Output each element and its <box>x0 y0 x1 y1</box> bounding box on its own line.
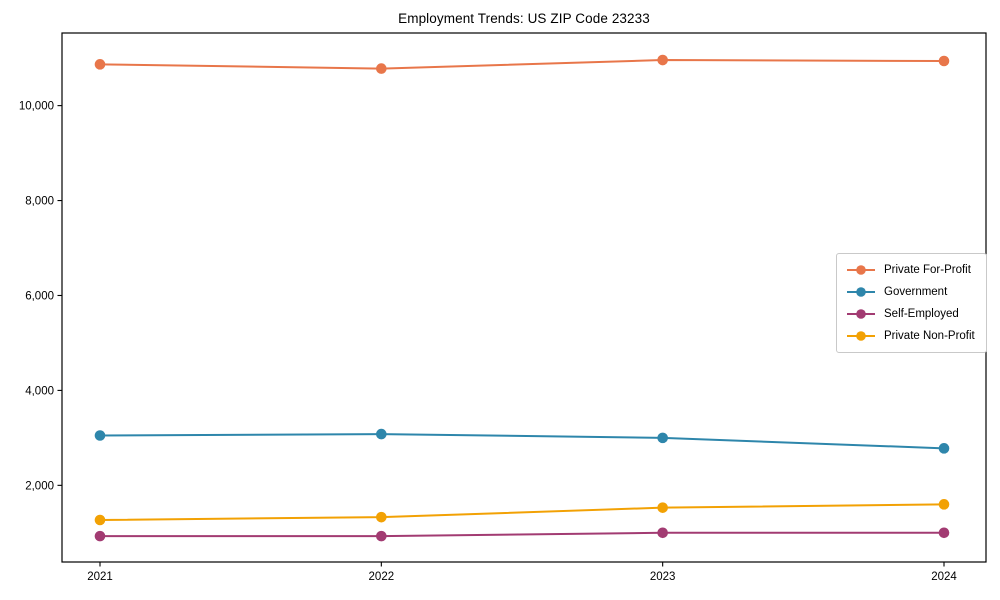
legend-item-self-employed: Self-Employed <box>846 306 975 322</box>
series-line-self-employed <box>99 531 945 538</box>
legend-marker-icon <box>847 287 875 297</box>
data-point-private-non-profit <box>938 499 950 510</box>
data-point-private-non-profit <box>657 502 668 513</box>
data-point-private-non-profit <box>376 511 387 523</box>
x-axis-tick-label: 2022 <box>369 571 395 583</box>
data-point-self-employed <box>94 530 106 542</box>
legend-marker-icon <box>847 265 875 275</box>
data-point-government <box>938 443 950 454</box>
data-point-self-employed <box>657 527 668 539</box>
series-line-government <box>99 433 945 450</box>
legend-label: Private For-Profit <box>884 264 971 276</box>
legend-item-private-for-profit: Private For-Profit <box>846 262 975 278</box>
data-point-self-employed <box>376 530 387 542</box>
data-point-private-for-profit <box>657 54 668 66</box>
data-point-private-for-profit <box>94 59 106 70</box>
chart-title: Employment Trends: US ZIP Code 23233 <box>398 11 650 26</box>
legend-item-private-non-profit: Private Non-Profit <box>846 328 975 344</box>
legend-label: Self-Employed <box>884 308 959 320</box>
data-point-private-for-profit <box>938 55 950 67</box>
data-point-government <box>657 432 668 444</box>
legend-label: Private Non-Profit <box>884 330 975 342</box>
legend-marker-icon <box>847 309 875 319</box>
series-line-private-non-profit <box>99 503 945 521</box>
y-axis-tick-label: 4,000 <box>25 385 54 397</box>
data-point-self-employed <box>938 527 950 539</box>
y-axis-tick-label: 10,000 <box>19 101 54 113</box>
legend-marker-icon <box>847 331 875 341</box>
legend-label: Government <box>884 286 948 298</box>
y-axis-tick-label: 6,000 <box>25 290 54 302</box>
y-axis-tick-label: 2,000 <box>25 480 54 492</box>
y-axis-tick-label: 8,000 <box>25 196 54 208</box>
data-point-government <box>376 428 387 440</box>
x-axis-tick-label: 2024 <box>931 571 957 583</box>
legend: Private For-Profit Government Self-Employe… <box>836 253 987 353</box>
legend-item-government: Government <box>846 284 975 300</box>
data-point-private-for-profit <box>376 63 387 74</box>
series-line-private-for-profit <box>99 59 945 70</box>
data-point-private-non-profit <box>94 514 106 526</box>
data-point-government <box>94 430 106 441</box>
x-axis-tick-label: 2023 <box>650 571 676 583</box>
x-axis-tick-label: 2021 <box>87 571 113 583</box>
